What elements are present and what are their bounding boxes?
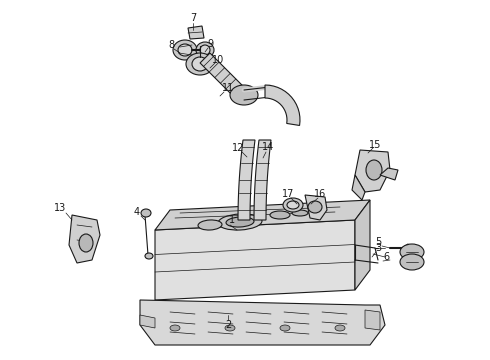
Polygon shape (265, 85, 300, 126)
Ellipse shape (218, 214, 262, 230)
Text: 6: 6 (383, 252, 389, 262)
Ellipse shape (230, 85, 258, 105)
Ellipse shape (270, 211, 290, 219)
Ellipse shape (308, 201, 322, 213)
Text: 16: 16 (314, 189, 326, 199)
Text: 2: 2 (225, 320, 231, 330)
Ellipse shape (173, 40, 197, 60)
Text: 17: 17 (282, 189, 294, 199)
Ellipse shape (178, 44, 192, 56)
Text: 8: 8 (168, 40, 174, 50)
Polygon shape (140, 300, 385, 345)
Ellipse shape (200, 45, 210, 55)
Ellipse shape (226, 217, 254, 227)
Text: 9: 9 (207, 39, 213, 49)
Ellipse shape (145, 253, 153, 259)
Ellipse shape (196, 42, 214, 58)
Ellipse shape (283, 198, 303, 212)
Polygon shape (200, 53, 245, 98)
Ellipse shape (192, 57, 208, 71)
Polygon shape (69, 215, 100, 263)
Ellipse shape (287, 201, 299, 209)
Text: 15: 15 (369, 140, 381, 150)
Text: 13: 13 (54, 203, 66, 213)
Polygon shape (140, 315, 155, 328)
Text: 11: 11 (222, 83, 234, 93)
Polygon shape (365, 310, 380, 330)
Polygon shape (305, 195, 327, 220)
Ellipse shape (366, 160, 382, 180)
Ellipse shape (225, 325, 235, 331)
Text: 4: 4 (134, 207, 140, 217)
Ellipse shape (186, 53, 214, 75)
Ellipse shape (400, 244, 424, 260)
Ellipse shape (198, 220, 222, 230)
Polygon shape (155, 220, 355, 300)
Polygon shape (254, 140, 271, 220)
Ellipse shape (280, 325, 290, 331)
Polygon shape (238, 140, 255, 220)
Text: 3: 3 (375, 243, 381, 253)
Polygon shape (352, 175, 365, 200)
Text: 1: 1 (229, 215, 235, 225)
Ellipse shape (170, 325, 180, 331)
Polygon shape (355, 150, 390, 192)
Polygon shape (188, 26, 204, 39)
Ellipse shape (79, 234, 93, 252)
Text: 7: 7 (190, 13, 196, 23)
Polygon shape (380, 168, 398, 180)
Text: 12: 12 (232, 143, 244, 153)
Text: 5: 5 (375, 237, 381, 247)
Ellipse shape (400, 254, 424, 270)
Ellipse shape (335, 325, 345, 331)
Polygon shape (355, 200, 370, 290)
Ellipse shape (141, 209, 151, 217)
Polygon shape (155, 200, 370, 230)
Text: 14: 14 (262, 142, 274, 152)
Ellipse shape (292, 210, 308, 216)
Text: 10: 10 (212, 55, 224, 65)
